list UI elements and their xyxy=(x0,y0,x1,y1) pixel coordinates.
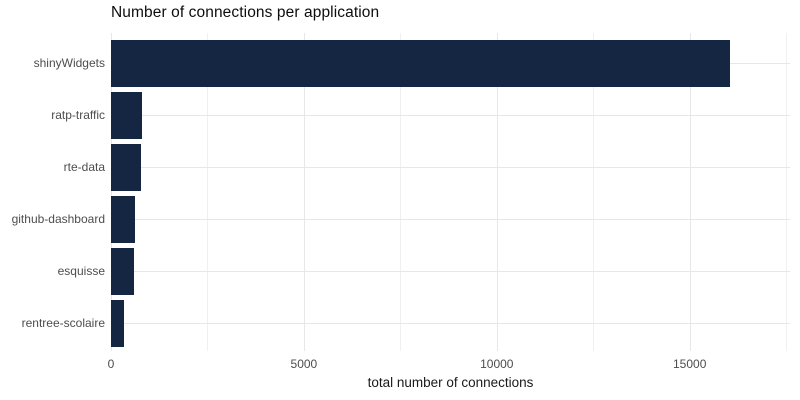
bar-rentree-scolaire xyxy=(111,299,124,347)
gridline-horizontal-major xyxy=(111,167,790,168)
gridline-vertical-major xyxy=(111,33,112,351)
gridline-vertical-minor xyxy=(593,33,595,351)
gridline-horizontal-major xyxy=(111,323,790,324)
gridline-vertical-major xyxy=(689,33,691,351)
y-axis-label-rentree-scolaire: rentree-scolaire xyxy=(21,316,105,330)
gridline-horizontal-major xyxy=(111,271,790,272)
y-axis-label-shinyWidgets: shinyWidgets xyxy=(33,56,105,70)
gridline-horizontal-major xyxy=(111,115,790,116)
y-axis-label-ratp-traffic: ratp-traffic xyxy=(51,108,105,122)
bar-ratp-traffic xyxy=(111,91,142,139)
chart-title: Number of connections per application xyxy=(111,4,380,21)
y-axis-label-esquisse: esquisse xyxy=(57,264,105,278)
y-axis-label-rte-data: rte-data xyxy=(63,160,105,174)
gridline-vertical-minor xyxy=(207,33,209,351)
x-axis-tick-label-5000: 5000 xyxy=(290,357,318,371)
x-axis-title: total number of connections xyxy=(367,375,534,390)
gridline-vertical-major xyxy=(303,33,305,351)
bar-shinyWidgets xyxy=(111,39,730,87)
gridline-vertical-minor xyxy=(786,33,788,351)
bar-esquisse xyxy=(111,247,134,295)
plot-panel xyxy=(111,33,790,351)
gridline-vertical-major xyxy=(496,33,498,351)
x-axis-tick-label-10000: 10000 xyxy=(480,357,514,371)
x-axis-tick-label-15000: 15000 xyxy=(673,357,707,371)
bar-github-dashboard xyxy=(111,195,135,243)
gridline-vertical-minor xyxy=(400,33,402,351)
x-axis-tick-label-0: 0 xyxy=(107,357,115,371)
y-axis-label-github-dashboard: github-dashboard xyxy=(11,212,105,226)
bar-rte-data xyxy=(111,143,141,191)
gridline-horizontal-major xyxy=(111,219,790,220)
